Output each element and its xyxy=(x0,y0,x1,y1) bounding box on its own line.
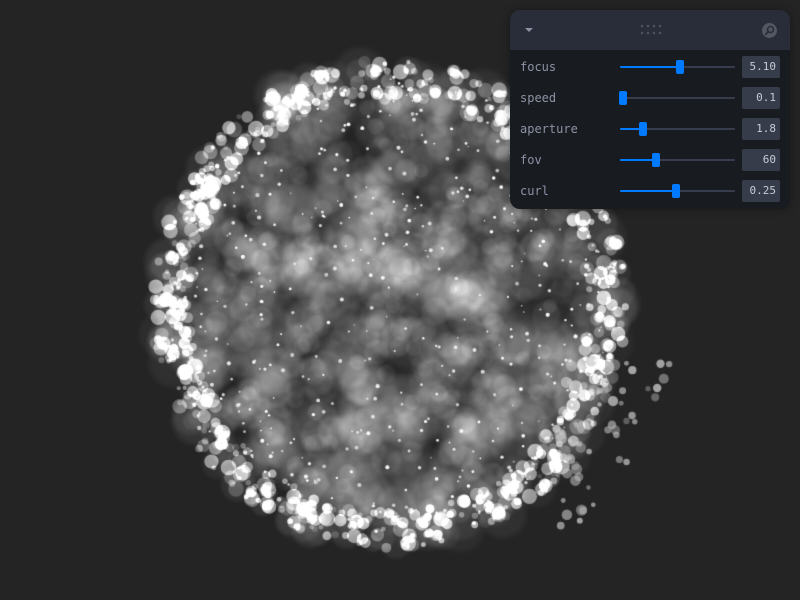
slider-thumb[interactable] xyxy=(672,184,680,198)
control-row-fov: fov 60 xyxy=(510,145,790,176)
curl-value-input[interactable]: 0.25 xyxy=(742,180,780,202)
controls-panel: focus 5.10 speed 0.1 aperture xyxy=(510,10,790,209)
speed-slider[interactable] xyxy=(619,91,735,105)
control-row-speed: speed 0.1 xyxy=(510,83,790,114)
speed-label: speed xyxy=(520,91,557,105)
slider-fill xyxy=(620,190,676,192)
search-icon[interactable] xyxy=(761,22,778,39)
slider-fill xyxy=(620,128,643,130)
fov-value-input[interactable]: 60 xyxy=(742,149,780,171)
fov-label: fov xyxy=(520,153,542,167)
slider-fill xyxy=(620,159,656,161)
drag-dots-icon[interactable] xyxy=(640,24,662,36)
slider-thumb[interactable] xyxy=(652,153,660,167)
fov-slider[interactable] xyxy=(620,153,735,167)
focus-value-input[interactable]: 5.10 xyxy=(742,56,780,78)
slider-track xyxy=(620,128,735,130)
aperture-value-input[interactable]: 1.8 xyxy=(742,118,780,140)
focus-slider[interactable] xyxy=(620,60,735,74)
panel-header[interactable] xyxy=(510,10,790,50)
control-row-focus: focus 5.10 xyxy=(510,52,790,83)
chevron-down-icon[interactable] xyxy=(524,25,534,35)
speed-value-input[interactable]: 0.1 xyxy=(742,87,780,109)
slider-thumb[interactable] xyxy=(639,122,647,136)
slider-thumb[interactable] xyxy=(676,60,684,74)
slider-track xyxy=(620,159,735,161)
slider-track xyxy=(620,97,735,99)
control-row-curl: curl 0.25 xyxy=(510,176,790,207)
curl-label: curl xyxy=(520,184,549,198)
slider-thumb[interactable] xyxy=(619,91,627,105)
control-row-aperture: aperture 1.8 xyxy=(510,114,790,145)
curl-slider[interactable] xyxy=(620,184,735,198)
slider-fill xyxy=(620,66,680,68)
focus-label: focus xyxy=(520,60,557,74)
aperture-slider[interactable] xyxy=(620,122,735,136)
aperture-label: aperture xyxy=(520,122,578,136)
